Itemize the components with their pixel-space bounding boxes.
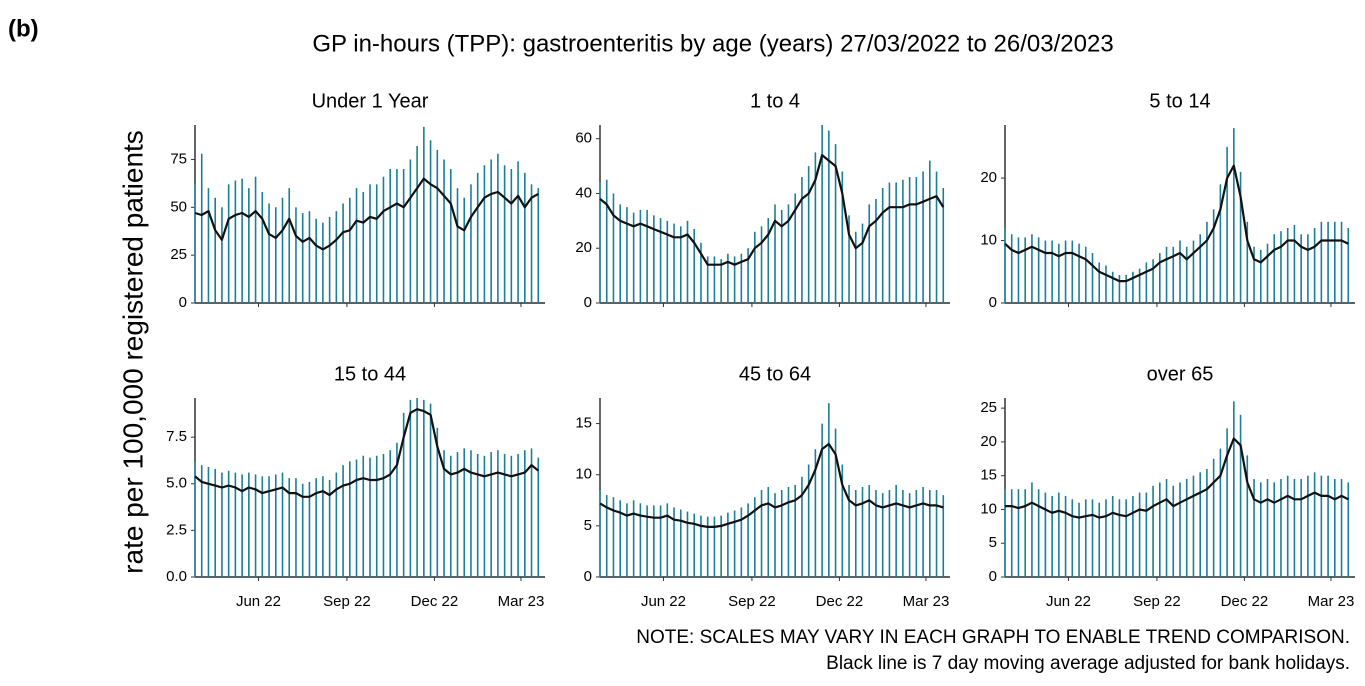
panel-title: over 65	[1147, 363, 1214, 385]
x-tick-label: Sep 22	[323, 593, 371, 610]
x-tick-label: Dec 22	[816, 593, 864, 610]
x-tick-label: Dec 22	[1221, 593, 1269, 610]
note: NOTE: SCALES MAY VARY IN EACH GRAPH TO E…	[636, 627, 1350, 648]
y-tick-label: 15	[980, 467, 997, 484]
y-tick-label: 20	[980, 169, 997, 186]
moving-average-line	[1004, 164, 1349, 283]
y-tick-label: 10	[575, 466, 592, 483]
x-tick-label: Sep 22	[1133, 593, 1181, 610]
y-tick-label: 10	[980, 500, 997, 517]
y-tick-label: 7.5	[166, 428, 187, 445]
y-tick-label: 40	[575, 184, 592, 201]
y-tick-label: 20	[575, 239, 592, 256]
y-tick-label: 5	[584, 517, 592, 534]
y-tick-label: 0	[584, 294, 592, 311]
x-tick-label: Jun 22	[641, 593, 686, 610]
figure-label: (b)	[8, 15, 39, 42]
y-tick-label: 25	[980, 399, 997, 416]
moving-average-line	[1005, 437, 1349, 519]
y-axis-title: rate per 100,000 registered patients	[117, 130, 148, 574]
y-tick-label: 0	[989, 294, 997, 311]
figure-title: GP in-hours (TPP): gastroenteritis by ag…	[312, 30, 1113, 57]
x-tick-label: Mar 23	[903, 593, 950, 610]
y-tick-label: 2.5	[166, 521, 187, 538]
y-tick-label: 60	[575, 130, 592, 147]
x-tick-label: Dec 22	[411, 593, 459, 610]
y-tick-label: 0.0	[166, 568, 187, 585]
panel-title: 1 to 4	[750, 90, 800, 112]
panel-title: 5 to 14	[1149, 90, 1210, 112]
x-tick-label: Jun 22	[1046, 593, 1091, 610]
y-tick-label: 75	[170, 150, 187, 167]
y-tick-label: 50	[170, 198, 187, 215]
moving-average-line	[194, 177, 539, 251]
panel-title: 15 to 44	[334, 363, 406, 385]
panel-title: 45 to 64	[739, 363, 811, 385]
y-tick-label: 5.0	[166, 475, 187, 492]
moving-average-line	[599, 442, 944, 528]
x-tick-label: Mar 23	[498, 593, 545, 610]
y-tick-label: 5	[989, 534, 997, 551]
note: Black line is 7 day moving average adjus…	[826, 653, 1350, 674]
y-tick-label: 25	[170, 246, 187, 263]
y-tick-label: 0	[584, 568, 592, 585]
y-tick-label: 20	[980, 433, 997, 450]
y-tick-label: 15	[575, 415, 592, 432]
y-tick-label: 0	[989, 568, 997, 585]
x-tick-label: Sep 22	[728, 593, 776, 610]
panel-title: Under 1 Year	[312, 90, 429, 112]
moving-average-line	[599, 154, 945, 266]
y-tick-label: 0	[179, 294, 187, 311]
moving-average-line	[194, 408, 539, 498]
x-tick-label: Jun 22	[236, 593, 281, 610]
x-tick-label: Mar 23	[1308, 593, 1355, 610]
y-tick-label: 10	[980, 232, 997, 249]
